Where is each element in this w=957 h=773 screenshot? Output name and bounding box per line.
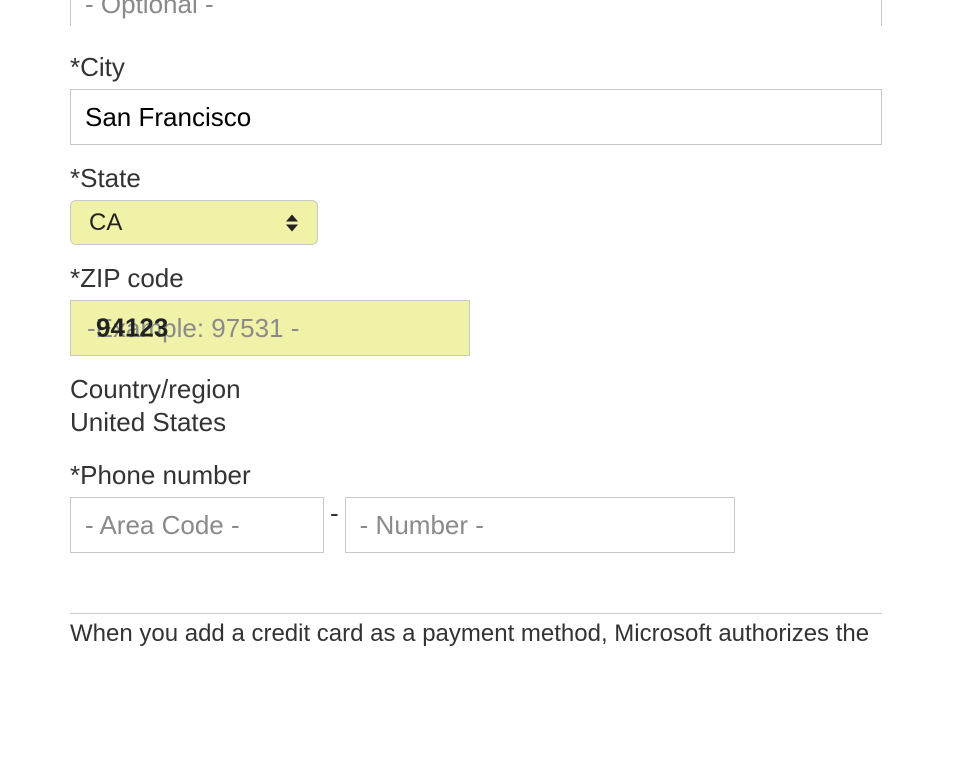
disclaimer-text: When you add a credit card as a payment … — [70, 613, 882, 648]
zip-label: *ZIP code — [70, 263, 927, 294]
state-select[interactable]: CA — [70, 200, 318, 245]
state-select-value: CA — [89, 209, 122, 237]
country-label: Country/region — [70, 374, 927, 405]
country-value: United States — [70, 407, 927, 438]
zip-group: *ZIP code -Example: 97531 - 94123 — [70, 263, 927, 356]
phone-group: *Phone number - — [70, 460, 927, 553]
phone-area-code-input[interactable] — [70, 497, 324, 553]
phone-label: *Phone number — [70, 460, 927, 491]
phone-dash: - — [324, 498, 345, 529]
city-input[interactable] — [70, 89, 882, 145]
state-group: *State CA — [70, 163, 927, 245]
city-group: *City — [70, 52, 927, 145]
country-group: Country/region United States — [70, 374, 927, 438]
zip-input-wrapper[interactable]: -Example: 97531 - 94123 — [70, 300, 470, 356]
chevron-up-down-icon — [285, 214, 299, 231]
city-label: *City — [70, 52, 927, 83]
phone-row: - — [70, 497, 927, 553]
phone-number-input[interactable] — [345, 497, 735, 553]
address-line-2-group — [70, 0, 927, 26]
address-form: *City *State CA *ZIP code -Example: 9753… — [0, 0, 957, 648]
address-line-2-input[interactable] — [70, 0, 882, 26]
state-label: *State — [70, 163, 927, 194]
